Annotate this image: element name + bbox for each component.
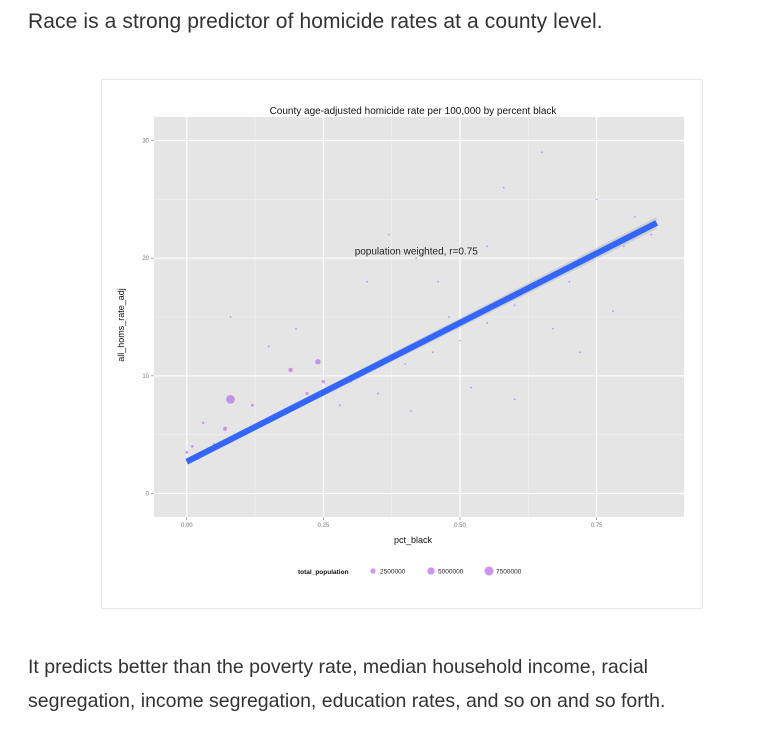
data-point [513, 398, 516, 401]
legend: total_population 2500000 5000000 7500000 [298, 566, 522, 576]
data-point [388, 233, 390, 236]
data-point [470, 386, 472, 389]
data-point [595, 198, 598, 201]
data-point [366, 280, 368, 283]
data-point [415, 257, 418, 260]
data-point [250, 403, 254, 407]
gridlines [154, 117, 684, 517]
data-point [551, 327, 554, 330]
data-point [459, 339, 461, 342]
caption-text: It predicts better than the poverty rate… [28, 656, 666, 712]
data-point [315, 359, 321, 365]
data-point [437, 280, 440, 283]
chart-title: County age-adjusted homicide rate per 10… [270, 106, 558, 117]
data-point [267, 345, 270, 348]
data-point [229, 316, 232, 318]
legend-key [370, 568, 376, 574]
data-point [513, 304, 516, 307]
data-point [190, 445, 194, 448]
data-point [226, 394, 235, 404]
x-tick-label: 0.75 [591, 523, 603, 529]
data-point [502, 186, 505, 189]
x-tick-label: 0.50 [454, 523, 466, 529]
heading: Race is a strong predictor of homicide r… [28, 10, 603, 33]
tick-labels: 0 10 20 30 0.00 0.25 0.50 0.75 [142, 139, 603, 529]
data-point [650, 233, 653, 236]
data-point [223, 426, 227, 431]
legend-key [427, 567, 435, 575]
data-point [579, 351, 582, 354]
y-tick-label: 20 [142, 256, 149, 262]
data-point [486, 245, 489, 248]
fit-line [185, 220, 659, 465]
y-axis-title: all_homs_rate_adj [116, 288, 126, 362]
data-point [295, 327, 297, 330]
data-point [404, 363, 407, 365]
data-point [288, 367, 293, 373]
chart-figure: 0 10 20 30 0.00 0.25 0.50 0.75 County age-adjus… [101, 79, 703, 609]
data-point [431, 351, 434, 354]
x-tick-label: 0.25 [318, 523, 330, 529]
y-tick-label: 0 [146, 491, 150, 497]
scatter-chart: 0 10 20 30 0.00 0.25 0.50 0.75 County age-adjus… [116, 106, 684, 576]
data-point [612, 310, 614, 313]
data-point [409, 410, 412, 413]
data-point [541, 151, 543, 154]
annotation-text: population weighted, r=0.75 [355, 247, 479, 258]
data-point [338, 404, 341, 407]
fit-line-group [185, 216, 659, 465]
x-axis-title: pct_black [394, 535, 433, 545]
y-tick-label: 30 [142, 139, 149, 145]
legend-label: 7500000 [496, 569, 522, 576]
data-point [633, 216, 636, 218]
data-point [568, 280, 571, 283]
y-tick-label: 10 [142, 374, 149, 380]
data-point [305, 391, 309, 396]
data-point [185, 450, 189, 454]
data-point [622, 245, 625, 248]
x-tick-label: 0.00 [181, 523, 193, 529]
data-point [486, 321, 489, 324]
legend-title: total_population [298, 569, 349, 576]
legend-label: 5000000 [438, 569, 464, 576]
data-point [377, 392, 380, 395]
legend-key [484, 566, 494, 576]
data-point [448, 316, 450, 318]
data-point [201, 421, 205, 425]
legend-label: 2500000 [380, 569, 406, 576]
data-point [321, 380, 326, 384]
